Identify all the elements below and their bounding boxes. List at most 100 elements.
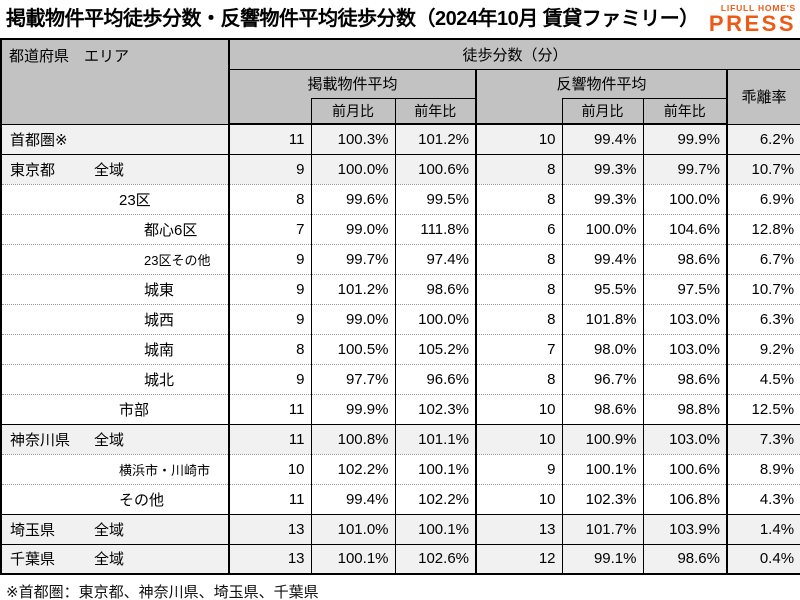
inquiry-mom-cell: 98.6% (561, 393, 644, 424)
logo-press-text: PRESS (708, 10, 796, 36)
listed-minutes-cell: 11 (228, 393, 312, 424)
gap-rate-cell: 0.4% (725, 543, 800, 574)
listed-mom-cell: 100.0% (310, 153, 396, 184)
listed-mom-cell: 100.5% (310, 333, 396, 364)
inquiry-minutes-cell: 10 (475, 393, 563, 424)
listed-mom-cell: 101.0% (310, 513, 396, 544)
inquiry-minutes-cell: 9 (475, 453, 563, 484)
inquiry-yoy-cell: 106.8% (642, 483, 728, 514)
table-row: 埼玉県 全域 13 101.0% 100.1% 13 101.7% 103.9% … (0, 513, 800, 544)
inquiry-minutes-cell: 10 (475, 423, 563, 454)
listed-minutes-cell: 9 (228, 153, 312, 184)
inquiry-mom-cell: 96.7% (561, 363, 644, 394)
table-row: 東京都 全域 9 100.0% 100.6% 8 99.3% 99.7% 10.7… (0, 153, 800, 184)
listed-minutes-cell: 11 (228, 483, 312, 514)
inquiry-minutes-cell: 8 (475, 153, 563, 184)
gap-rate-cell: 6.7% (725, 243, 800, 274)
listed-mom-cell: 99.6% (310, 183, 396, 214)
listed-mom-cell: 99.7% (310, 243, 396, 274)
prefecture-label: 千葉県 (10, 551, 56, 569)
listed-minutes-cell: 8 (228, 333, 312, 364)
inquiry-mom-cell: 100.9% (561, 423, 644, 454)
area-label: 全域 (94, 161, 125, 179)
header-walk-minutes: 徒歩分数（分） (227, 38, 800, 70)
area-cell: 23区その他 (0, 243, 230, 274)
table-row: 城東 9 101.2% 98.6% 8 95.5% 97.5% 10.7% (0, 273, 800, 304)
prefecture-label: 首都圏※ (10, 131, 68, 149)
table-row: 市部 11 99.9% 102.3% 10 98.6% 98.8% 12.5% (0, 393, 800, 424)
listed-minutes-cell: 11 (228, 423, 312, 454)
listed-mom-cell: 99.0% (310, 303, 396, 334)
header-gap-rate: 乖離率 (725, 68, 800, 125)
inquiry-mom-cell: 99.1% (561, 543, 644, 574)
gap-rate-cell: 9.2% (725, 333, 800, 364)
table-row: 城南 8 100.5% 105.2% 7 98.0% 103.0% 9.2% (0, 333, 800, 364)
inquiry-mom-cell: 98.0% (561, 333, 644, 364)
listed-minutes-cell: 9 (228, 273, 312, 304)
inquiry-minutes-cell: 12 (475, 543, 563, 574)
area-label: 横浜市・川崎市 (119, 462, 211, 478)
area-label: 城南 (144, 341, 175, 359)
listed-minutes-cell: 9 (228, 303, 312, 334)
header-listed-yoy: 前年比 (394, 97, 477, 125)
table-row: 城西 9 99.0% 100.0% 8 101.8% 103.0% 6.3% (0, 303, 800, 334)
table-row: 神奈川県 全域 11 100.8% 101.1% 10 100.9% 103.0%… (0, 423, 800, 454)
area-label: 城西 (144, 311, 175, 329)
area-label: 全域 (94, 521, 125, 539)
gap-rate-cell: 6.3% (725, 303, 800, 334)
inquiry-yoy-cell: 104.6% (642, 213, 728, 244)
inquiry-yoy-cell: 100.0% (642, 183, 728, 214)
listed-minutes-cell: 9 (228, 243, 312, 274)
inquiry-minutes-cell: 10 (475, 124, 563, 154)
listed-mom-cell: 101.2% (310, 273, 396, 304)
inquiry-minutes-cell: 13 (475, 513, 563, 544)
area-cell: 城北 (0, 363, 230, 394)
inquiry-minutes-cell: 8 (475, 303, 563, 334)
listed-mom-cell: 99.9% (310, 393, 396, 424)
listed-yoy-cell: 102.2% (394, 483, 477, 514)
lifull-homes-press-logo: LIFULL HOME'S PRESS (708, 3, 798, 36)
listed-mom-cell: 102.2% (310, 453, 396, 484)
header-inquiry-average: 反響物件平均 (475, 68, 728, 98)
listed-yoy-cell: 101.2% (394, 124, 477, 154)
inquiry-minutes-cell: 10 (475, 483, 563, 514)
inquiry-mom-cell: 100.1% (561, 453, 644, 484)
inquiry-mom-cell: 99.4% (561, 124, 644, 154)
listed-yoy-cell: 105.2% (394, 333, 477, 364)
inquiry-mom-cell: 101.8% (561, 303, 644, 334)
inquiry-mom-cell: 101.7% (561, 513, 644, 544)
title-bar: 掲載物件平均徒歩分数・反響物件平均徒歩分数（2024年10月 賃貸ファミリー） … (0, 3, 800, 38)
area-label: 23区 (119, 191, 151, 209)
inquiry-minutes-cell: 6 (475, 213, 563, 244)
listed-minutes-cell: 9 (228, 363, 312, 394)
area-label: 都心6区 (144, 221, 198, 239)
table-row: 23区 8 99.6% 99.5% 8 99.3% 100.0% 6.9% (0, 183, 800, 214)
listed-yoy-cell: 100.1% (394, 513, 477, 544)
inquiry-minutes-cell: 8 (475, 273, 563, 304)
table-row: その他 11 99.4% 102.2% 10 102.3% 106.8% 4.3… (0, 483, 800, 514)
inquiry-yoy-cell: 103.0% (642, 333, 728, 364)
gap-rate-cell: 8.9% (725, 453, 800, 484)
table-row: 千葉県 全域 13 100.1% 102.6% 12 99.1% 98.6% 0.… (0, 543, 800, 574)
area-cell: 神奈川県 全域 (0, 423, 230, 454)
header-inquiry-minutes-spacer (475, 98, 563, 125)
inquiry-yoy-cell: 100.6% (642, 453, 728, 484)
inquiry-yoy-cell: 97.5% (642, 273, 728, 304)
prefecture-label: 東京都 (10, 161, 56, 179)
area-label: 全域 (94, 551, 125, 569)
logo-brand-text: LIFULL HOME'S (720, 3, 796, 13)
listed-yoy-cell: 97.4% (394, 243, 477, 274)
inquiry-minutes-cell: 8 (475, 183, 563, 214)
area-label: 城東 (144, 281, 175, 299)
listed-yoy-cell: 101.1% (394, 423, 477, 454)
area-cell: 東京都 全域 (0, 153, 230, 184)
gap-rate-cell: 4.5% (725, 363, 800, 394)
area-cell: 城西 (0, 303, 230, 334)
gap-rate-cell: 12.8% (725, 213, 800, 244)
inquiry-minutes-cell: 7 (475, 333, 563, 364)
listed-minutes-cell: 11 (228, 124, 312, 154)
inquiry-yoy-cell: 99.9% (642, 124, 728, 154)
gap-rate-cell: 7.3% (725, 423, 800, 454)
header-inquiry-mom: 前月比 (561, 97, 644, 125)
